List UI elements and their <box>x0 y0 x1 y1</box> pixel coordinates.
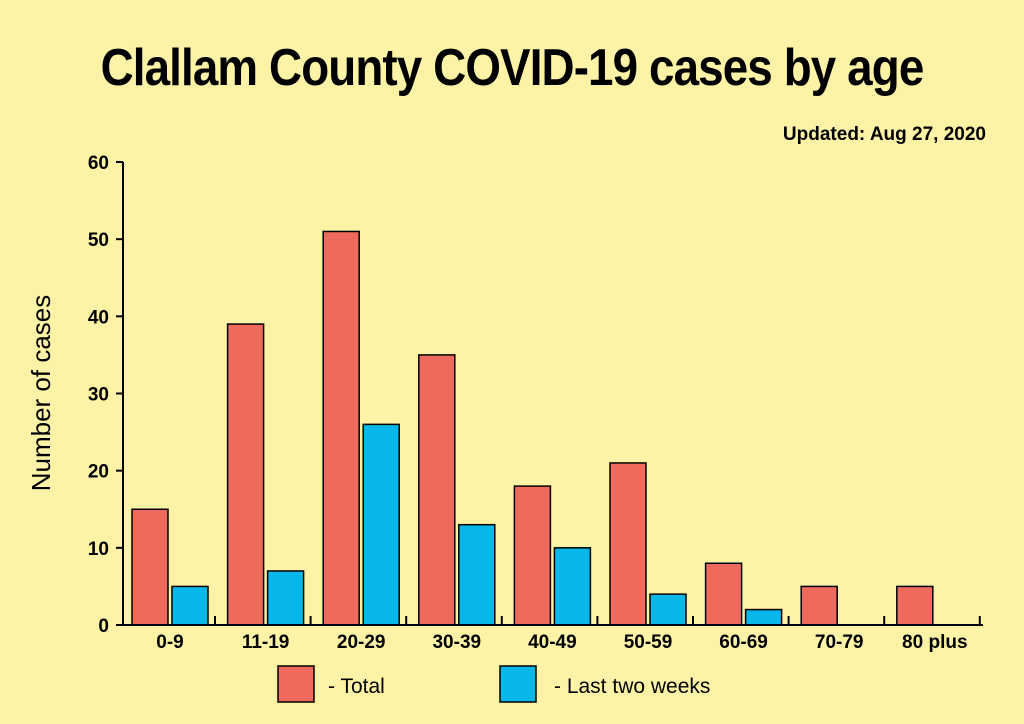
legend-swatch-recent <box>499 665 537 703</box>
bar-total <box>322 230 360 626</box>
bar-total <box>131 508 169 626</box>
bar-last-two-weeks <box>553 547 592 626</box>
bar-last-two-weeks <box>744 608 783 626</box>
legend-label-total: - Total <box>328 675 385 698</box>
y-tick-label: 10 <box>88 539 109 560</box>
bar-last-two-weeks <box>266 570 305 626</box>
x-tick-label: 40-49 <box>528 632 577 653</box>
bar-last-two-weeks <box>171 585 209 626</box>
y-tick-label: 40 <box>88 307 109 328</box>
y-tick-label: 0 <box>98 616 109 637</box>
y-axis-label: Number of cases <box>26 295 56 492</box>
legend-swatch-total <box>277 665 315 703</box>
updated-date: Updated: Aug 27, 2020 <box>782 124 986 145</box>
x-tick-label: 60-69 <box>719 632 768 653</box>
y-tick-label: 30 <box>88 385 109 406</box>
bar-last-two-weeks <box>649 593 687 626</box>
x-tick-label: 80 plus <box>902 632 967 653</box>
legend-label-recent: - Last two weeks <box>554 675 710 698</box>
chart-title: Clallam County COVID-19 cases by age <box>100 39 925 97</box>
x-tick-label: 30-39 <box>432 632 481 653</box>
bar-total <box>609 462 647 626</box>
y-tick-label: 60 <box>88 153 109 174</box>
bar-total <box>513 485 552 626</box>
bar-total <box>800 585 838 626</box>
x-tick-label: 70-79 <box>815 632 864 653</box>
bar-last-two-weeks <box>458 523 496 626</box>
y-tick-label: 20 <box>88 462 109 483</box>
legend: - Total - Last two weeks <box>277 665 710 703</box>
y-tick-label: 50 <box>88 230 109 251</box>
x-tick-label: 0-9 <box>156 632 183 653</box>
bar-total <box>418 354 456 626</box>
bar-last-two-weeks <box>362 423 400 626</box>
bar-total <box>704 562 743 626</box>
x-tick-label: 11-19 <box>242 632 290 653</box>
bar-total <box>896 585 934 626</box>
x-tick-label: 50-59 <box>624 632 673 653</box>
bar-total <box>226 323 265 626</box>
x-tick-label: 20-29 <box>337 632 386 653</box>
